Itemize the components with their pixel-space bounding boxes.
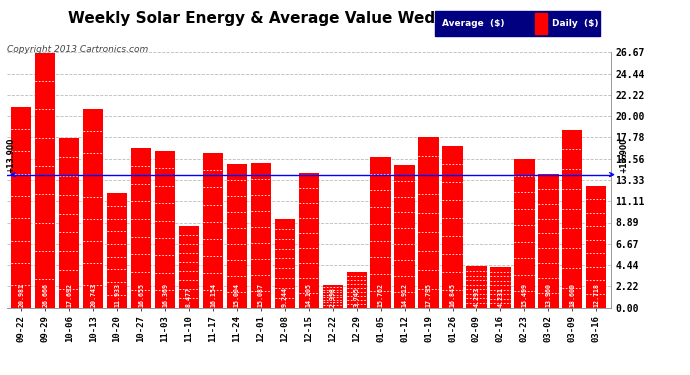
Text: 4.231: 4.231: [497, 287, 504, 307]
Bar: [346, 272, 367, 308]
Text: 16.845: 16.845: [449, 283, 455, 307]
Bar: [395, 165, 415, 308]
Text: Weekly Solar Energy & Average Value Wed Mar 20 07:00: Weekly Solar Energy & Average Value Wed …: [68, 11, 553, 26]
Bar: [35, 53, 55, 308]
Bar: [322, 285, 343, 308]
Text: 13.960: 13.960: [545, 283, 551, 307]
Text: 3.745: 3.745: [354, 287, 359, 307]
Bar: [442, 147, 463, 308]
Text: 15.087: 15.087: [258, 283, 264, 307]
Text: 11.933: 11.933: [114, 283, 120, 307]
Text: Copyright 2013 Cartronics.com: Copyright 2013 Cartronics.com: [7, 45, 148, 54]
Bar: [299, 172, 319, 308]
Bar: [59, 138, 79, 308]
Text: 26.666: 26.666: [42, 283, 48, 307]
Text: +13.900: +13.900: [620, 137, 629, 172]
Bar: [107, 194, 127, 308]
Text: 15.762: 15.762: [377, 283, 384, 307]
Text: 12.718: 12.718: [593, 283, 600, 307]
Bar: [155, 151, 175, 308]
Text: Average  ($): Average ($): [442, 19, 504, 28]
Text: 17.692: 17.692: [66, 283, 72, 307]
Bar: [275, 219, 295, 308]
Text: +13.900: +13.900: [6, 137, 15, 172]
Text: 18.600: 18.600: [569, 283, 575, 307]
Bar: [179, 226, 199, 308]
Text: 9.244: 9.244: [282, 287, 288, 307]
Bar: [586, 186, 607, 308]
Text: 2.398: 2.398: [330, 287, 336, 307]
Text: 4.293: 4.293: [473, 287, 480, 307]
Bar: [418, 137, 439, 308]
Bar: [371, 157, 391, 308]
Text: 16.655: 16.655: [138, 283, 144, 307]
Text: Daily  ($): Daily ($): [552, 19, 598, 28]
Bar: [466, 267, 486, 308]
Text: 16.154: 16.154: [210, 283, 216, 307]
Text: 14.105: 14.105: [306, 283, 312, 307]
Text: 15.499: 15.499: [522, 283, 527, 307]
Bar: [11, 107, 32, 307]
Bar: [514, 159, 535, 308]
Text: 17.795: 17.795: [426, 283, 431, 307]
Bar: [227, 164, 247, 308]
Text: 16.369: 16.369: [162, 283, 168, 307]
Text: 14.912: 14.912: [402, 283, 408, 307]
Bar: [131, 148, 151, 308]
Bar: [83, 109, 104, 307]
Text: 15.004: 15.004: [234, 283, 240, 307]
Text: 20.743: 20.743: [90, 283, 96, 307]
Bar: [491, 267, 511, 308]
Bar: [538, 174, 558, 308]
Bar: [562, 130, 582, 308]
Text: 20.981: 20.981: [18, 283, 24, 307]
Bar: [250, 163, 271, 308]
Text: 8.477: 8.477: [186, 287, 192, 307]
Bar: [203, 153, 223, 308]
